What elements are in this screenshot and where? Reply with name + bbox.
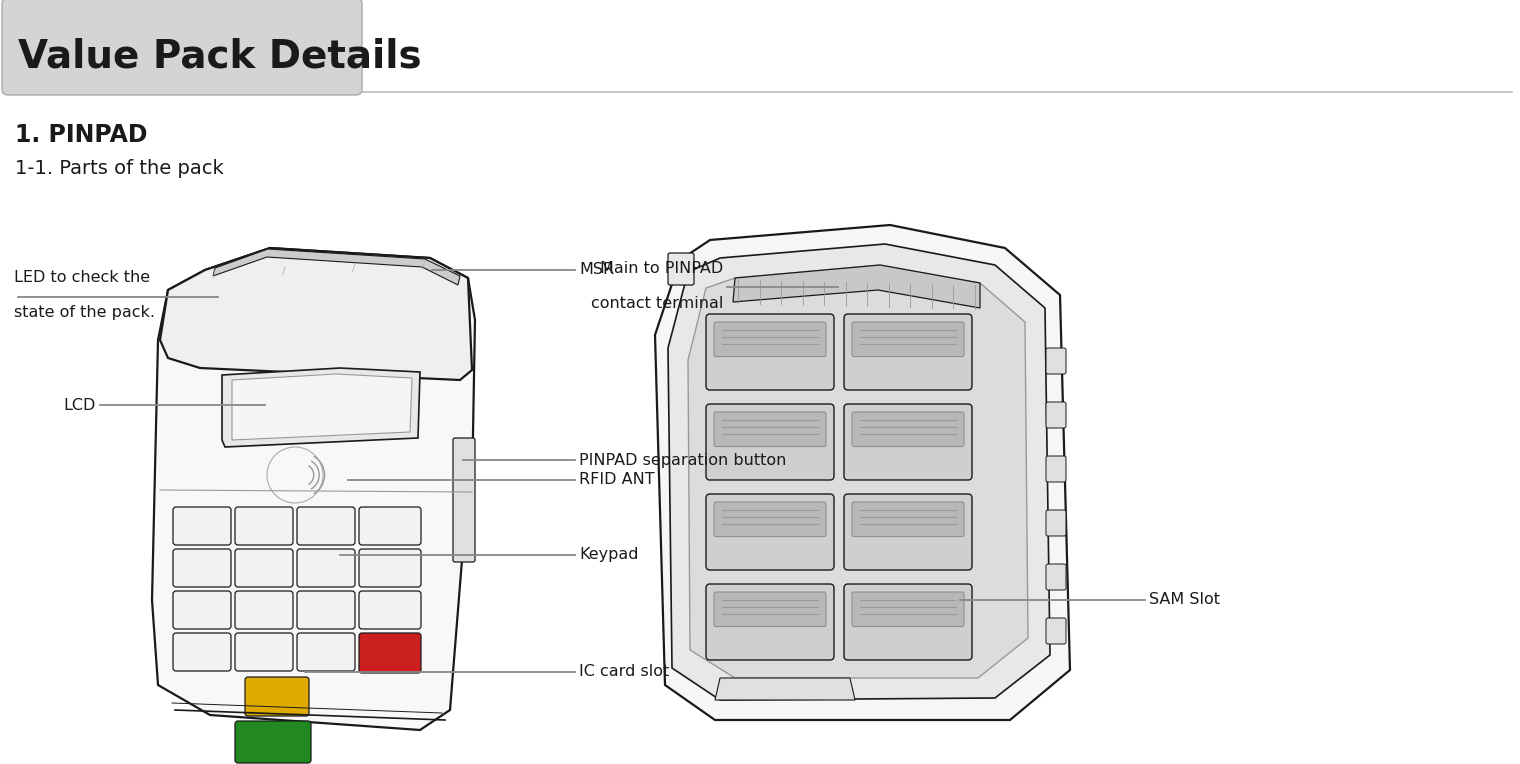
FancyBboxPatch shape [236,507,293,545]
Text: 1. PINPAD: 1. PINPAD [15,123,147,147]
FancyBboxPatch shape [359,507,421,545]
FancyBboxPatch shape [236,549,293,587]
Text: 1-1. Parts of the pack: 1-1. Parts of the pack [15,158,223,177]
FancyBboxPatch shape [1046,402,1066,428]
Text: LED to check the: LED to check the [14,270,150,285]
FancyBboxPatch shape [296,633,356,671]
FancyBboxPatch shape [359,591,421,629]
FancyBboxPatch shape [853,592,964,626]
Polygon shape [233,374,412,440]
Polygon shape [714,678,854,700]
FancyBboxPatch shape [844,494,971,570]
FancyBboxPatch shape [359,549,421,587]
FancyBboxPatch shape [236,721,312,763]
FancyBboxPatch shape [714,412,825,447]
FancyBboxPatch shape [173,591,231,629]
Polygon shape [655,225,1070,720]
FancyBboxPatch shape [359,633,421,673]
FancyBboxPatch shape [1046,510,1066,536]
FancyBboxPatch shape [705,404,834,480]
FancyBboxPatch shape [705,584,834,660]
Polygon shape [689,265,1028,678]
FancyBboxPatch shape [853,412,964,447]
FancyBboxPatch shape [714,322,825,357]
FancyBboxPatch shape [705,494,834,570]
FancyBboxPatch shape [705,314,834,390]
Polygon shape [667,244,1050,700]
Text: SAM Slot: SAM Slot [1149,593,1221,607]
FancyBboxPatch shape [853,502,964,536]
FancyBboxPatch shape [1046,618,1066,644]
Text: MSR: MSR [579,263,614,277]
Text: Value Pack Details: Value Pack Details [18,38,421,76]
FancyBboxPatch shape [1046,456,1066,482]
FancyBboxPatch shape [236,633,293,671]
FancyBboxPatch shape [714,592,825,626]
Text: state of the pack.: state of the pack. [14,305,155,320]
Text: Main to PINPAD: Main to PINPAD [600,261,724,276]
FancyBboxPatch shape [245,677,309,716]
Text: RFID ANT: RFID ANT [579,472,655,487]
FancyBboxPatch shape [296,591,356,629]
FancyBboxPatch shape [844,314,971,390]
FancyBboxPatch shape [1046,348,1066,374]
FancyBboxPatch shape [853,322,964,357]
FancyBboxPatch shape [844,584,971,660]
FancyBboxPatch shape [714,502,825,536]
FancyBboxPatch shape [453,438,474,562]
FancyBboxPatch shape [236,591,293,629]
Polygon shape [733,265,980,308]
Text: Keypad: Keypad [579,548,638,562]
Polygon shape [222,368,420,447]
FancyBboxPatch shape [2,0,362,95]
Polygon shape [160,248,473,380]
Polygon shape [213,249,461,285]
FancyBboxPatch shape [844,404,971,480]
FancyBboxPatch shape [173,633,231,671]
FancyBboxPatch shape [667,253,695,285]
Text: PINPAD separation button: PINPAD separation button [579,452,786,468]
FancyBboxPatch shape [173,507,231,545]
Text: IC card slot: IC card slot [579,665,669,679]
FancyBboxPatch shape [173,549,231,587]
Text: contact terminal: contact terminal [591,296,724,311]
Polygon shape [152,248,474,730]
FancyBboxPatch shape [296,549,356,587]
FancyBboxPatch shape [1046,564,1066,590]
FancyBboxPatch shape [296,507,356,545]
Text: LCD: LCD [64,397,96,413]
